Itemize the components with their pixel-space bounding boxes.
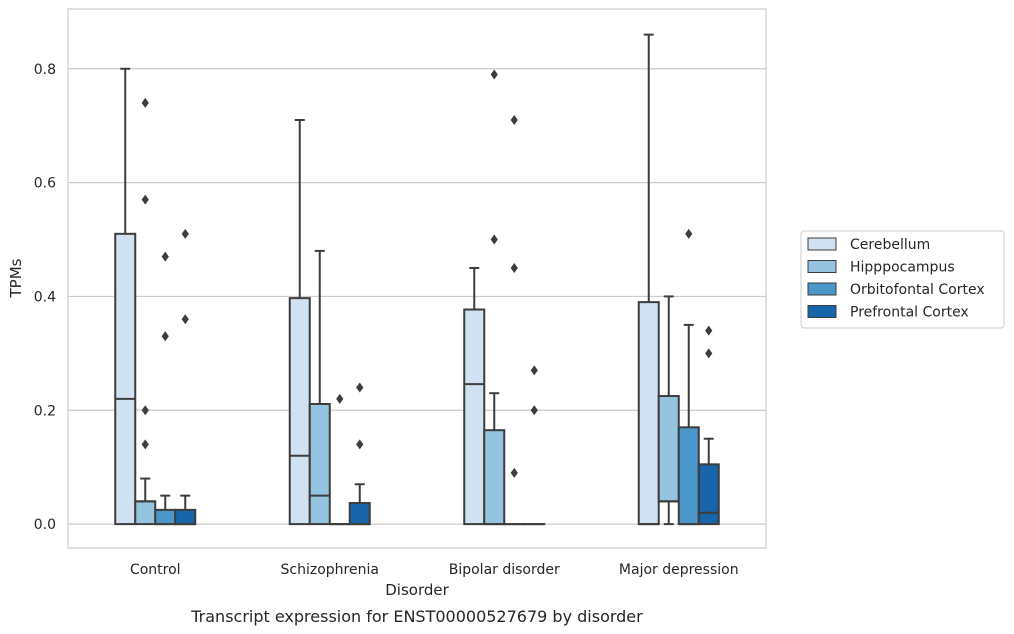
legend-label: Hipppocampus	[850, 260, 955, 276]
box-body	[657, 395, 680, 503]
y-tick-label: 0.4	[34, 289, 56, 305]
outlier-point	[141, 194, 149, 205]
legend-swatch	[807, 282, 837, 296]
outlier-point	[510, 467, 518, 478]
outlier-point	[181, 314, 189, 325]
y-axis-label: TPMs	[7, 258, 25, 298]
legend-frame	[800, 230, 1005, 329]
x-tick-label: Bipolar disorder	[449, 562, 560, 578]
box-prefrontal-cortex	[174, 228, 197, 526]
y-tick-labels: 0.0 0.2 0.4 0.6 0.8	[34, 62, 56, 533]
outlier-point	[141, 405, 149, 416]
box-cerebellum	[463, 266, 486, 526]
outlier-point	[356, 382, 364, 393]
box-body	[677, 426, 700, 526]
outlier-point	[356, 439, 364, 450]
box-prefrontal-cortex	[523, 365, 546, 526]
outlier-point	[705, 325, 713, 336]
legend-swatch	[807, 305, 837, 318]
box-prefrontal-cortex	[348, 382, 371, 526]
legend-swatch	[807, 237, 837, 251]
outlier-point	[141, 439, 149, 450]
box-body	[114, 232, 137, 526]
box-prefrontal-cortex	[697, 325, 720, 526]
legend-label: Prefrontal Cortex	[850, 305, 969, 321]
box-hipppocampus	[483, 69, 506, 526]
box-orbitofontal-cortex	[154, 251, 177, 526]
box-orbitofontal-cortex	[328, 393, 351, 526]
legend-label: Cerebellum	[850, 237, 930, 253]
box-cerebellum	[288, 118, 311, 526]
plot-frame	[67, 8, 767, 549]
legend-swatch	[807, 260, 837, 273]
y-tick-label: 0.6	[34, 176, 56, 192]
box-body	[154, 508, 177, 526]
box-body	[288, 297, 311, 526]
box-body	[463, 308, 486, 526]
x-tick-labels: Control Schizophrenia Bipolar disorder Majo…	[130, 562, 739, 578]
outlier-point	[141, 97, 149, 108]
box-cerebellum	[114, 67, 137, 526]
box-body	[637, 301, 660, 526]
outlier-point	[181, 228, 189, 239]
legend: Cerebellum Hipppocampus Orbitofontal Corte…	[800, 230, 1005, 329]
box-body	[308, 403, 331, 526]
outlier-point	[336, 393, 344, 404]
outlier-point	[530, 405, 538, 416]
box-body	[697, 463, 720, 526]
outlier-point	[490, 69, 498, 80]
outlier-point	[490, 234, 498, 245]
outlier-point	[161, 251, 169, 262]
x-tick-label: Schizophrenia	[281, 562, 379, 578]
outlier-point	[530, 365, 538, 376]
y-tick-label: 0.2	[34, 403, 56, 419]
chart-caption: Transcript expression for ENST0000052767…	[190, 607, 643, 626]
outlier-point	[510, 262, 518, 273]
box-layer	[114, 33, 720, 526]
box-body	[174, 508, 197, 526]
outlier-point	[685, 228, 693, 239]
legend-label: Orbitofontal Cortex	[850, 282, 985, 298]
outlier-point	[510, 114, 518, 125]
box-body	[483, 429, 506, 526]
box-hipppocampus	[308, 249, 331, 526]
y-tick-label: 0.0	[34, 517, 56, 533]
x-tick-label: Major depression	[619, 562, 739, 578]
box-hipppocampus	[134, 97, 157, 526]
outlier-point	[161, 331, 169, 342]
box-orbitofontal-cortex	[503, 114, 526, 526]
x-tick-label: Control	[130, 562, 181, 578]
outlier-point	[705, 348, 713, 359]
box-cerebellum	[637, 33, 660, 526]
box-hipppocampus	[657, 295, 680, 526]
x-axis-label: Disorder	[385, 581, 449, 599]
box-body	[134, 500, 157, 526]
y-tick-label: 0.8	[34, 62, 56, 78]
box-body	[348, 502, 371, 526]
box-orbitofontal-cortex	[677, 228, 700, 526]
